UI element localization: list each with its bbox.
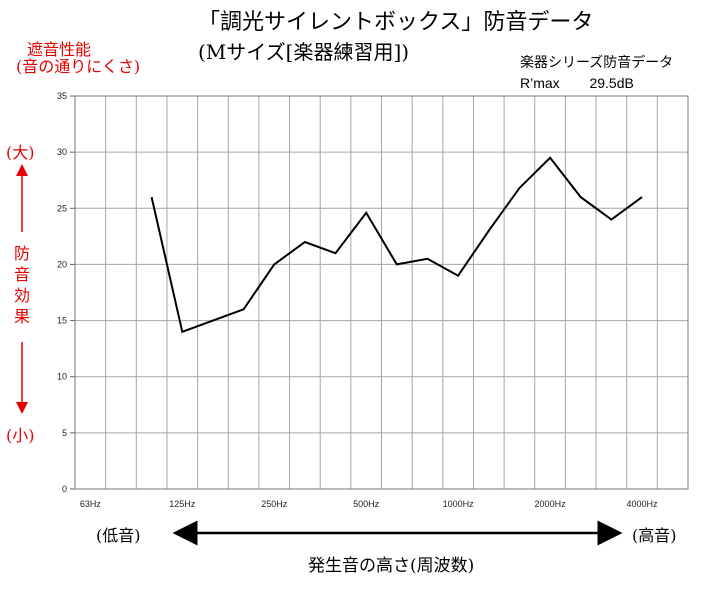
plot-border xyxy=(74,95,689,490)
indicator-arrows xyxy=(16,164,623,546)
y-tick-label: 30 xyxy=(57,147,67,157)
effect-char-3: 効 xyxy=(14,286,31,305)
effect-high-label: (大) xyxy=(6,143,35,162)
y-tick-label: 20 xyxy=(57,259,67,269)
effect-low-label: (小) xyxy=(6,426,35,445)
x-tick-label: 500Hz xyxy=(353,499,380,509)
axis-layer: 0 5 10 15 20 25 30 35 63Hz 125Hz 250Hz 500Hz 1000Hz 2… xyxy=(57,91,689,509)
y-tick-label: 35 xyxy=(57,91,67,101)
chart-subtitle: (Mサイズ[楽器練習用]) xyxy=(198,40,410,64)
y-tick-label: 15 xyxy=(57,316,67,326)
legend-rmax: R’max 29.5dB xyxy=(520,75,634,91)
x-tick-label: 1000Hz xyxy=(443,499,475,509)
x-tick-label: 2000Hz xyxy=(535,499,567,509)
effect-char-2: 音 xyxy=(14,265,31,284)
x-axis-title: 発生音の高さ(周波数) xyxy=(308,556,475,576)
series-layer xyxy=(150,156,643,334)
y-axis-title: 遮音性能 xyxy=(27,40,92,59)
series-line xyxy=(150,156,643,334)
grid-layer xyxy=(75,95,688,489)
x-tick-label: 250Hz xyxy=(261,499,288,509)
effect-char-4: 果 xyxy=(14,307,31,326)
x-tick-label: 4000Hz xyxy=(627,499,659,509)
legend-series-label: 楽器シリーズ防音データ xyxy=(520,55,674,71)
y-tick-label: 25 xyxy=(57,203,67,213)
x-tick-label: 125Hz xyxy=(169,499,196,509)
chart-title: 「調光サイレントボックス」防音データ xyxy=(198,10,594,35)
low-tone-label: (低音) xyxy=(96,526,141,545)
high-tone-label: (高音) xyxy=(632,526,677,545)
x-tick-label: 63Hz xyxy=(80,499,102,509)
legend-rmax-value: 29.5dB xyxy=(589,75,634,91)
effect-char-1: 防 xyxy=(14,244,31,263)
y-tick-label: 10 xyxy=(57,372,67,382)
y-tick-label: 5 xyxy=(62,428,67,438)
legend-rmax-label: R’max xyxy=(520,75,560,91)
y-axis-subtitle: (音の通りにくさ) xyxy=(16,57,141,76)
y-tick-label: 0 xyxy=(62,484,67,494)
